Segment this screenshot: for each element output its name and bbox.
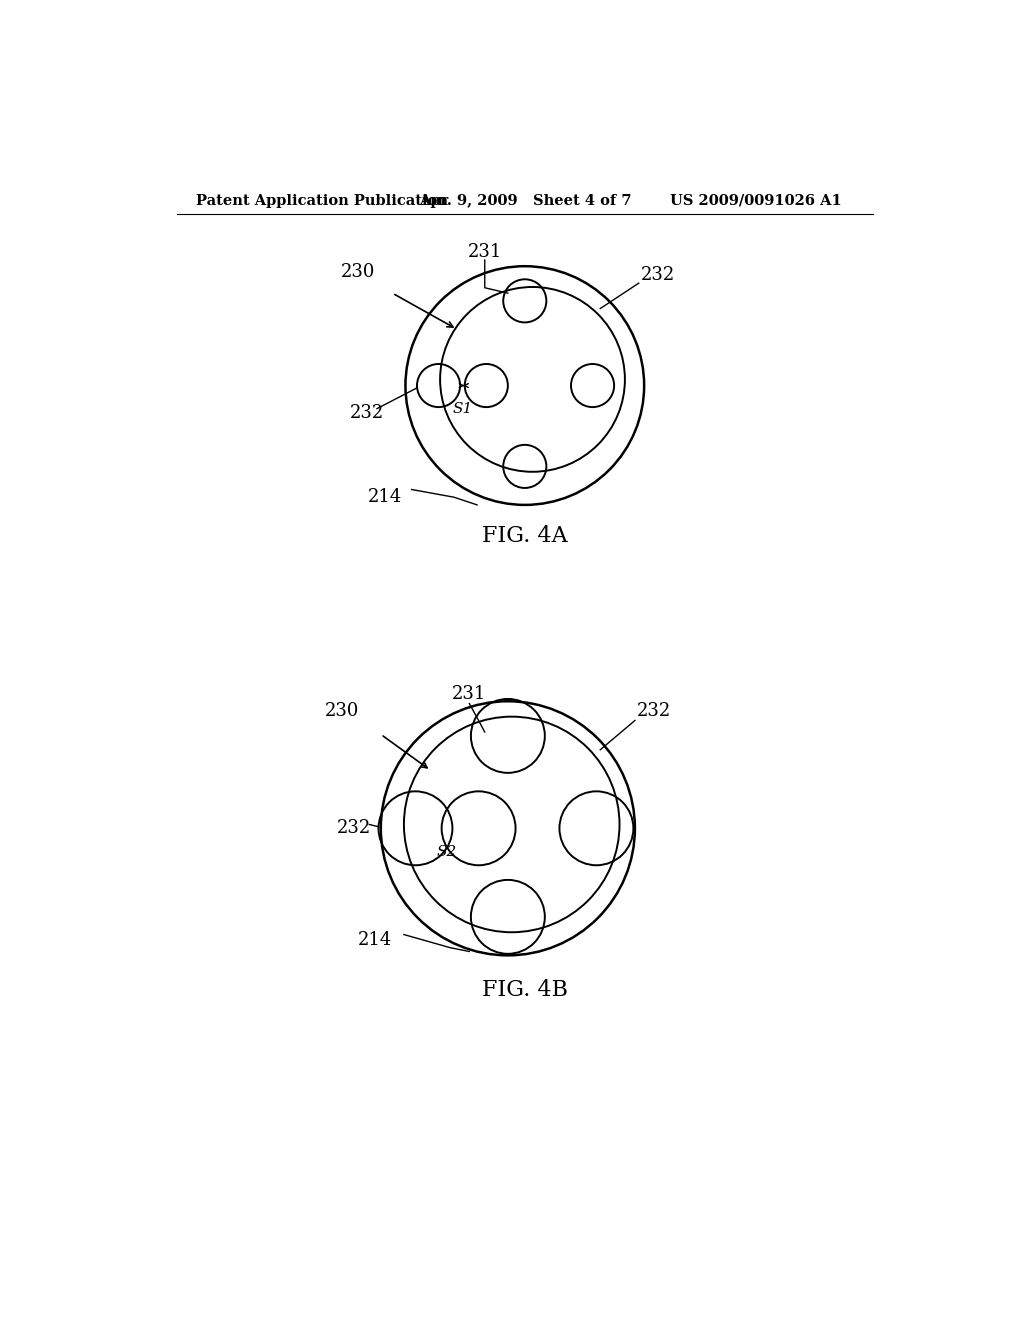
Text: Patent Application Publication: Patent Application Publication bbox=[196, 194, 449, 207]
Text: 231: 231 bbox=[453, 685, 486, 702]
Text: 232: 232 bbox=[637, 702, 672, 721]
Text: FIG. 4A: FIG. 4A bbox=[482, 525, 567, 546]
Text: Apr. 9, 2009   Sheet 4 of 7: Apr. 9, 2009 Sheet 4 of 7 bbox=[419, 194, 632, 207]
Text: 232: 232 bbox=[350, 404, 384, 421]
Text: US 2009/0091026 A1: US 2009/0091026 A1 bbox=[670, 194, 842, 207]
Text: 231: 231 bbox=[468, 243, 502, 261]
Text: 232: 232 bbox=[337, 820, 371, 837]
Text: S2: S2 bbox=[437, 845, 457, 859]
Text: FIG. 4B: FIG. 4B bbox=[482, 979, 567, 1001]
Text: 230: 230 bbox=[341, 264, 375, 281]
Text: 232: 232 bbox=[641, 267, 675, 284]
Text: 230: 230 bbox=[326, 702, 359, 721]
Text: 214: 214 bbox=[358, 931, 392, 949]
Text: S1: S1 bbox=[453, 403, 472, 417]
Text: 214: 214 bbox=[368, 488, 401, 506]
